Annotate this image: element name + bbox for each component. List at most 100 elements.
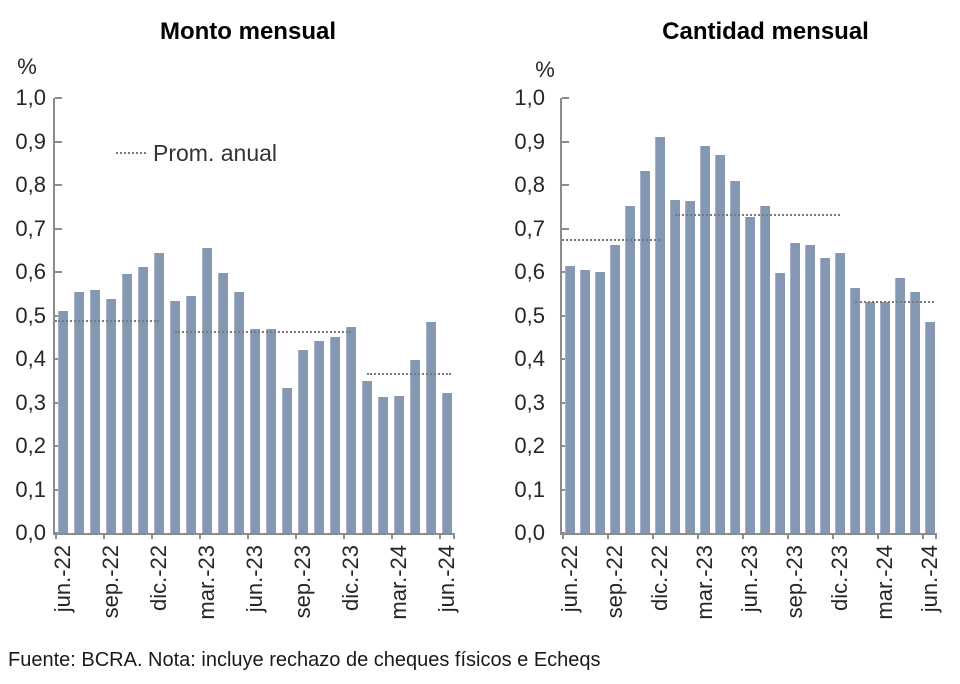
y-tick-label: 0,8 [15,172,46,197]
y-axis-tick [55,271,62,273]
y-tick-label: 0,7 [15,215,46,241]
x-tick-label: mar.-23 [691,545,717,620]
bar-0-22 [410,359,420,533]
avg-line-segment-2 [854,300,934,303]
bar-1-17 [819,257,830,533]
x-axis-tick [832,533,834,539]
legend-label: Prom. anual [153,139,278,166]
bar-0-3 [106,299,116,533]
x-tick-label: dic.-23 [826,545,852,612]
bar-1-20 [864,302,875,533]
avg-line-segment-2 [367,373,451,376]
bar-1-8 [684,200,695,533]
x-axis-tick [391,533,393,539]
bar-0-12 [250,328,260,533]
bar-1-21 [879,302,890,533]
y-tick-label: 1,0 [514,85,545,110]
bar-1-13 [759,205,770,533]
y-tick-label: 0,5 [15,302,46,328]
y-tick-label: 0,9 [15,128,46,154]
y-axis-tick [562,97,569,99]
dotted-line-icon [116,152,146,154]
x-tick-label: jun.-23 [736,545,762,613]
chart-title-monto: Monto mensual [159,18,336,45]
bar-0-13 [266,328,276,533]
bar-1-18 [834,253,845,533]
x-axis-tick [877,533,879,539]
y-tick-label: 0,1 [15,476,46,502]
x-axis-tick [439,533,441,539]
bar-0-17 [330,336,340,533]
bar-0-11 [234,292,244,533]
chart-title-cantidad: Cantidad mensual [662,18,869,45]
bar-0-1 [74,292,84,533]
bar-0-2 [90,290,100,533]
x-axis-tick [562,533,564,539]
x-axis-tick [343,533,345,539]
y-axis-tick [55,140,62,143]
bar-0-20 [378,396,388,533]
x-axis-line [560,533,937,535]
bar-1-6 [654,137,665,533]
bar-0-5 [138,267,148,533]
bar-1-24 [924,322,935,533]
bar-0-19 [362,381,372,533]
bar-0-15 [298,349,308,533]
x-axis-tick [652,533,654,539]
x-axis-tick [787,533,789,539]
avg-line-segment-0 [55,320,159,323]
y-axis-line [53,98,55,535]
bar-0-23 [426,322,436,533]
y-tick-label: 0,3 [15,389,46,415]
x-axis-tick [151,533,153,539]
y-axis-tick [55,227,62,230]
x-axis-tick [295,533,297,539]
x-axis-tick [607,533,609,539]
bar-0-0 [58,311,68,533]
legend-prom-anual: Prom. anual [116,139,278,166]
bar-0-8 [186,295,196,533]
y-tick-label: 1,0 [15,85,46,110]
bar-1-2 [594,271,605,533]
y-tick-label: 0,8 [514,172,545,197]
x-tick-label: sep.-22 [601,545,627,619]
x-tick-label: jun.-24 [916,545,942,613]
x-axis-tick [922,533,924,539]
bar-1-0 [564,266,575,533]
bar-1-5 [639,170,650,533]
y-tick-label: 0,5 [514,302,545,328]
bar-1-16 [804,245,815,533]
bar-0-21 [394,395,404,533]
bar-1-7 [669,199,680,533]
avg-line-segment-1 [674,214,840,216]
x-axis-tick [742,533,744,539]
x-axis-tick [55,533,57,539]
x-tick-label: jun.-22 [556,545,582,613]
x-axis-tick [697,533,699,539]
bar-1-22 [894,278,905,533]
source-note: Fuente: BCRA. Nota: incluye rechazo de c… [8,649,601,671]
x-axis-tick [935,533,937,539]
bar-1-3 [609,245,620,533]
y-tick-label: 0,2 [15,433,46,458]
y-axis-tick [55,97,62,99]
y-tick-label: 0,0 [514,520,545,545]
bar-0-9 [202,248,212,533]
x-axis-tick [453,533,455,539]
x-tick-label: mar.-24 [871,545,897,620]
y-axis-tick [55,184,62,186]
avg-line-segment-0 [562,239,660,242]
x-axis-tick [247,533,249,539]
x-axis-tick [199,533,201,539]
bar-1-23 [909,291,920,533]
y-tick-label: 0,0 [15,520,46,545]
bar-0-16 [314,341,324,533]
bar-1-19 [849,288,860,533]
bar-1-15 [789,243,800,533]
bar-1-4 [624,205,635,533]
y-tick-label: 0,4 [15,346,46,371]
y-axis-unit-right: % [535,57,555,82]
